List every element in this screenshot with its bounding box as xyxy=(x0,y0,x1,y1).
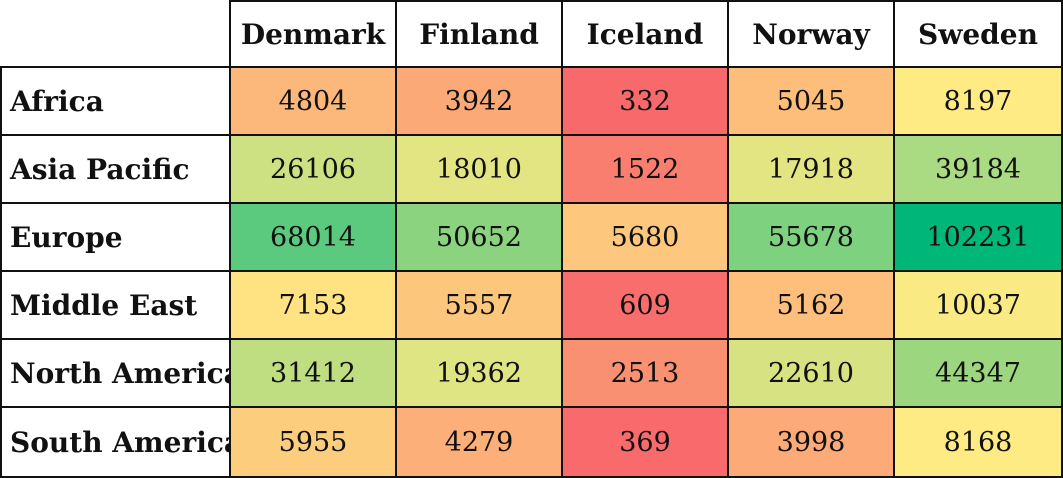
heatmap-cell: 369 xyxy=(563,408,729,478)
heatmap-cell: 5045 xyxy=(729,68,895,136)
heatmap-cell: 5557 xyxy=(397,272,563,340)
heatmap-cell: 5162 xyxy=(729,272,895,340)
heatmap-cell: 50652 xyxy=(397,204,563,272)
heatmap-cell: 22610 xyxy=(729,340,895,408)
heatmap-cell: 4279 xyxy=(397,408,563,478)
heatmap-cell: 3942 xyxy=(397,68,563,136)
row-header-africa: Africa xyxy=(0,68,231,136)
heatmap-cell: 5955 xyxy=(231,408,397,478)
heatmap-cell: 8197 xyxy=(895,68,1063,136)
heatmap-cell: 17918 xyxy=(729,136,895,204)
heatmap-cell: 18010 xyxy=(397,136,563,204)
heatmap-cell: 609 xyxy=(563,272,729,340)
heatmap-cell: 2513 xyxy=(563,340,729,408)
heatmap-cell: 31412 xyxy=(231,340,397,408)
heatmap-cell: 1522 xyxy=(563,136,729,204)
row-header-south-america: South America xyxy=(0,408,242,478)
column-header-norway: Norway xyxy=(729,0,895,68)
row-header-asia-pacific: Asia Pacific xyxy=(0,136,231,204)
heatmap-cell: 55678 xyxy=(729,204,895,272)
heatmap-cell: 10037 xyxy=(895,272,1063,340)
row-header-middle-east: Middle East xyxy=(0,272,231,340)
column-header-finland: Finland xyxy=(397,0,563,68)
heatmap-cell: 26106 xyxy=(231,136,397,204)
column-header-iceland: Iceland xyxy=(563,0,729,68)
column-header-denmark: Denmark xyxy=(231,0,397,68)
heatmap-cell: 39184 xyxy=(895,136,1063,204)
heatmap-cell: 44347 xyxy=(895,340,1063,408)
heatmap-cell: 102231 xyxy=(895,204,1063,272)
row-header-europe: Europe xyxy=(0,204,231,272)
heatmap-cell: 4804 xyxy=(231,68,397,136)
heatmap-cell: 332 xyxy=(563,68,729,136)
row-header-north-america: North America xyxy=(0,340,242,408)
heatmap-cell: 7153 xyxy=(231,272,397,340)
heatmap-cell: 5680 xyxy=(563,204,729,272)
column-header-sweden: Sweden xyxy=(895,0,1063,68)
heatmap-cell: 3998 xyxy=(729,408,895,478)
corner-cell xyxy=(0,0,231,68)
heatmap-cell: 68014 xyxy=(231,204,397,272)
heatmap-cell: 19362 xyxy=(397,340,563,408)
heatmap-cell: 8168 xyxy=(895,408,1063,478)
